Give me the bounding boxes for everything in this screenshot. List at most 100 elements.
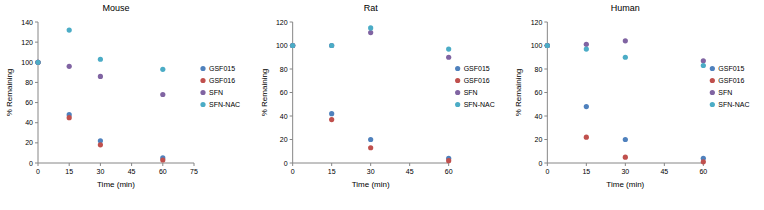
data-point (623, 137, 628, 142)
y-tick-label: 0 (284, 160, 288, 167)
legend-marker (710, 66, 715, 71)
data-point (584, 104, 589, 109)
data-point (290, 43, 295, 48)
x-tick-label: 30 (97, 168, 105, 175)
data-point (701, 63, 706, 68)
y-tick-label: 60 (535, 89, 543, 96)
x-tick (131, 163, 132, 166)
legend-marker (200, 66, 205, 71)
y-tick (290, 116, 293, 117)
y-tick-label: 40 (25, 119, 33, 126)
data-point (623, 155, 628, 160)
x-tick-label: 45 (128, 168, 136, 175)
legend-label: GSF015 (464, 65, 490, 72)
data-point (329, 43, 334, 48)
x-tick (331, 163, 332, 166)
data-point (446, 46, 451, 51)
y-axis-label: % Remaining (5, 69, 14, 117)
chart-title: Mouse (102, 3, 129, 13)
legend-label: GSF016 (209, 77, 235, 84)
legend-marker (200, 90, 205, 95)
y-tick (290, 69, 293, 70)
data-point (446, 158, 451, 163)
y-tick (35, 122, 38, 123)
legend-label: SFN (718, 89, 732, 96)
x-tick-label: 15 (65, 168, 73, 175)
data-point (329, 111, 334, 116)
data-point (545, 43, 550, 48)
x-tick-label: 75 (190, 168, 198, 175)
x-tick (625, 163, 626, 166)
figure: Mouse02040608010012014001530456075Time (… (0, 0, 764, 210)
y-tick-label: 20 (535, 136, 543, 143)
data-point (368, 30, 373, 35)
x-tick (292, 163, 293, 166)
legend-label: GSF016 (464, 77, 490, 84)
data-point (584, 46, 589, 51)
legend-marker (455, 102, 460, 107)
data-point (623, 38, 628, 43)
y-tick-label: 120 (21, 39, 33, 46)
y-tick-label: 100 (21, 59, 33, 66)
data-point (545, 43, 550, 48)
legend-marker (200, 102, 205, 107)
x-tick (100, 163, 101, 166)
legend-label: GSF015 (209, 65, 235, 72)
data-point (290, 43, 295, 48)
y-tick-label: 100 (531, 42, 543, 49)
x-axis (38, 163, 194, 164)
y-tick (544, 92, 547, 93)
data-point (584, 42, 589, 47)
data-point (368, 25, 373, 30)
plot-area (290, 25, 451, 163)
x-axis-label: Time (min) (606, 180, 644, 189)
legend-label: SFN-NAC (718, 101, 749, 108)
y-tick-label: 0 (538, 160, 542, 167)
data-point (35, 60, 40, 65)
panel: Human020406080100120015304560Time (min)%… (514, 3, 749, 189)
x-tick (547, 163, 548, 166)
x-tick-label: 0 (545, 168, 549, 175)
data-point (98, 57, 103, 62)
y-tick (35, 102, 38, 103)
data-point (35, 60, 40, 65)
data-point (329, 43, 334, 48)
x-tick-label: 30 (621, 168, 629, 175)
y-tick (35, 142, 38, 143)
data-point (701, 58, 706, 63)
y-tick-label: 20 (25, 139, 33, 146)
y-tick-label: 100 (276, 42, 288, 49)
y-tick (544, 139, 547, 140)
y-axis-label: % Remaining (260, 69, 269, 117)
data-point (446, 55, 451, 60)
data-point (160, 67, 165, 72)
x-tick-label: 15 (328, 168, 336, 175)
legend-label: SFN-NAC (464, 101, 495, 108)
data-point (160, 92, 165, 97)
data-point (368, 137, 373, 142)
x-tick (664, 163, 665, 166)
x-tick-label: 45 (406, 168, 414, 175)
x-tick-label: 60 (445, 168, 453, 175)
data-point (368, 145, 373, 150)
data-point (67, 115, 72, 120)
x-tick (162, 163, 163, 166)
x-tick (370, 163, 371, 166)
y-tick-label: 0 (29, 160, 33, 167)
data-point (545, 43, 550, 48)
legend-label: GSF015 (718, 65, 744, 72)
y-tick-label: 60 (280, 89, 288, 96)
x-tick-label: 30 (367, 168, 375, 175)
y-tick (35, 42, 38, 43)
data-point (584, 135, 589, 140)
x-tick-label: 0 (291, 168, 295, 175)
y-tick-label: 40 (535, 113, 543, 120)
x-tick (448, 163, 449, 166)
data-point (67, 27, 72, 32)
legend-marker (710, 90, 715, 95)
y-tick-label: 80 (280, 66, 288, 73)
y-tick (544, 22, 547, 23)
y-tick-label: 120 (531, 19, 543, 26)
legend-marker (455, 90, 460, 95)
plot-area (35, 27, 165, 162)
